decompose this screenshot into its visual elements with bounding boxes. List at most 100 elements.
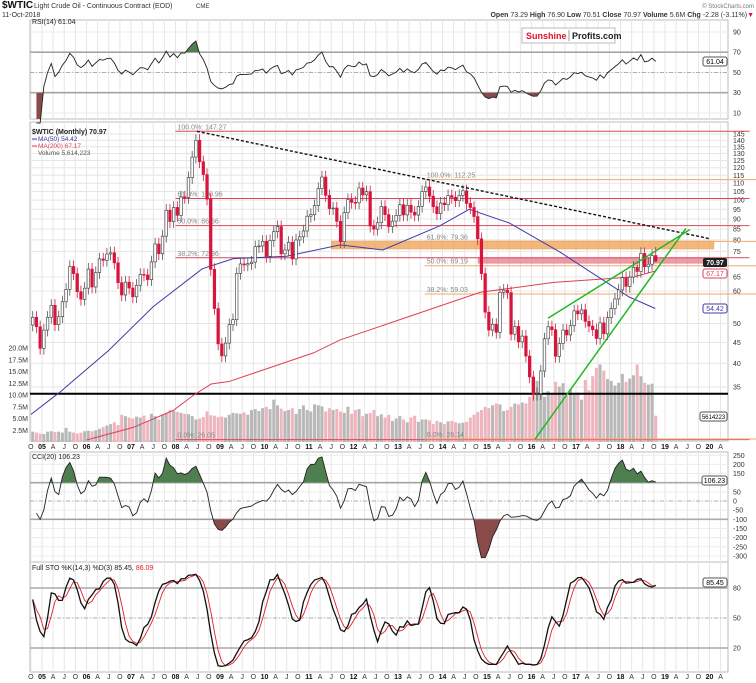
x-tick-label: 14 [439, 444, 447, 451]
volume-bar [264, 406, 268, 442]
volume-bar [94, 430, 98, 442]
x-tick-label: O [295, 444, 301, 451]
volume-bar [528, 396, 532, 442]
candle-body [420, 191, 424, 207]
candle-body [579, 309, 584, 315]
candle-body [394, 215, 398, 222]
candle-body [594, 329, 598, 339]
x-tick-label: 08 [172, 444, 180, 451]
volume-bar [342, 412, 346, 442]
volume-bar [46, 431, 50, 442]
volume-bar [216, 417, 220, 442]
volume-bar [376, 416, 380, 442]
volume-bar [535, 380, 539, 442]
volume-bar [235, 413, 239, 442]
candle-body [68, 266, 72, 290]
x-tick-label: J [641, 444, 645, 451]
x-tick-label: A [451, 674, 456, 681]
rsi-value-badge: 61.04 [702, 56, 728, 67]
volume-bar [261, 408, 265, 442]
x-tick-label: A [674, 444, 679, 451]
svg-text:5614223: 5614223 [702, 415, 726, 421]
candle-body [643, 253, 647, 268]
x-tick-label: A [318, 444, 323, 451]
x-tick-label: J [508, 674, 512, 681]
volume-bar [476, 411, 480, 442]
candle-body [461, 190, 465, 196]
fibonacci-label: 0.0%: 26.05 [178, 433, 215, 440]
x-tick-label: J [107, 444, 111, 451]
candle-body [609, 308, 613, 318]
candle-body [90, 268, 94, 288]
volume-bar [175, 411, 179, 442]
volume-bar [390, 420, 394, 442]
candle-body [101, 258, 105, 261]
candle-body [457, 195, 461, 202]
volume-bar [509, 406, 513, 442]
volume-bar [372, 410, 376, 442]
candle-body [620, 277, 624, 291]
indicator-tick-label: 250 [733, 453, 745, 460]
x-tick-label: O [295, 674, 301, 681]
x-tick-label: J [152, 674, 156, 681]
candle-body [257, 245, 261, 248]
indicator-tick-label: 70 [733, 50, 741, 57]
x-tick-label: J [552, 674, 556, 681]
volume-bar [172, 410, 176, 442]
x-tick-label: 12 [350, 674, 358, 681]
price-tick-label: 110 [733, 181, 744, 188]
candle-body [75, 273, 79, 293]
chg-value: -2.28 (-3.11%) [703, 12, 747, 19]
x-tick-label: J [63, 444, 67, 451]
indicator-tick-label: 50 [733, 489, 741, 496]
x-tick-label: O [518, 444, 524, 451]
volume-bar [465, 421, 469, 442]
x-tick-label: O [73, 674, 79, 681]
x-tick-label: A [140, 444, 145, 451]
candle-body [57, 316, 61, 325]
price-tick-label: 75 [733, 249, 741, 256]
price-tick-label: 140 [733, 138, 745, 145]
volume-bar [190, 416, 194, 442]
volume-bar [550, 393, 554, 442]
x-tick-label: 10 [261, 674, 269, 681]
volume-bar [364, 413, 368, 442]
volume-bar [194, 419, 198, 442]
x-tick-label: 15 [483, 444, 491, 451]
volume-bar [309, 411, 313, 442]
volume-bar [620, 373, 624, 442]
volume-bar [79, 432, 83, 442]
candle-body [453, 197, 458, 202]
volume-bar [409, 417, 413, 442]
svg-text:67.17: 67.17 [706, 271, 724, 278]
svg-text:70.97: 70.97 [706, 260, 724, 267]
volume-bar [635, 364, 639, 442]
x-tick-label: J [196, 674, 200, 681]
price-tick-label: 120 [733, 165, 745, 172]
candle-body [272, 231, 276, 241]
fibonacci-label: 100.0%: 112.25 [427, 173, 476, 180]
candle-body [472, 207, 476, 217]
volume-bar [442, 424, 446, 442]
x-tick-label: O [473, 444, 479, 451]
x-tick-label: A [184, 444, 189, 451]
volume-bar [583, 379, 587, 442]
indicator-tick-label: 50 [733, 70, 741, 77]
candle-body [157, 243, 161, 255]
candle-body [468, 203, 472, 208]
candle-body [487, 311, 491, 331]
candle-body [335, 207, 339, 222]
x-tick-label: A [362, 674, 367, 681]
x-tick-label: O [206, 674, 212, 681]
candle-body [539, 370, 543, 394]
volume-bar [624, 381, 628, 442]
volume-bar [294, 413, 298, 442]
volume-bar [164, 412, 168, 442]
x-tick-label: A [718, 444, 723, 451]
candle-body [327, 195, 331, 209]
x-tick-label: 16 [528, 674, 536, 681]
candle-body [275, 226, 280, 232]
fibonacci-label: 61.8%: 79.36 [427, 234, 468, 241]
sunshine-profits-logo: Sunshine Profits.com [521, 27, 622, 44]
indicator-tick-label: -150 [733, 526, 747, 533]
